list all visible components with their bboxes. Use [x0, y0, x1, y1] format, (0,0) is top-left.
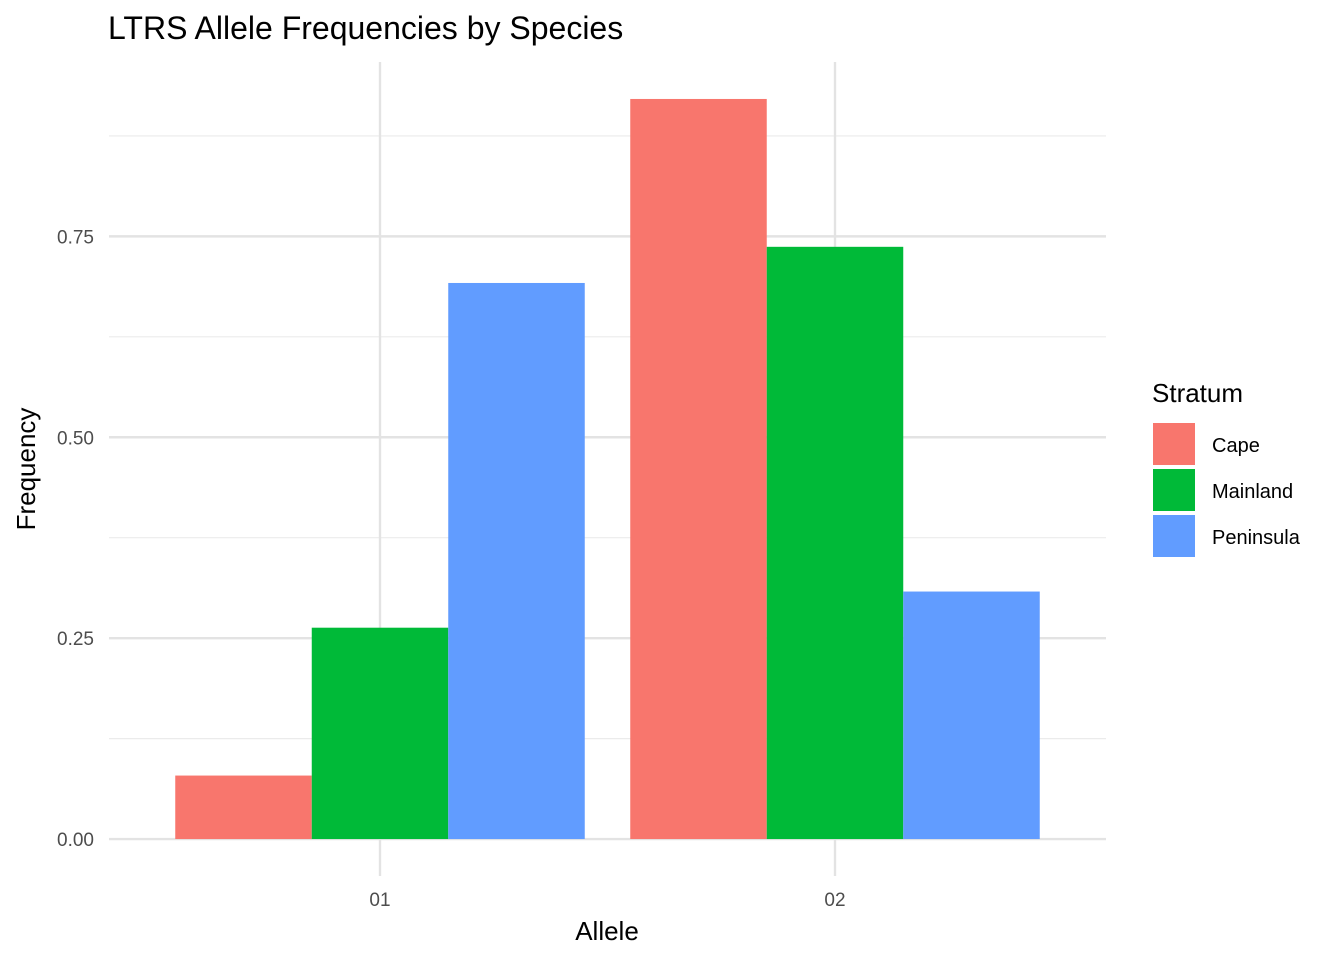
bar-mainland-01: [311, 627, 449, 840]
x-tick-label: 02: [824, 890, 845, 911]
y-axis-label: Frequency: [11, 408, 41, 531]
y-axis-ticks: 0.00 0.25 0.50 0.75: [57, 227, 94, 851]
legend-title: Stratum: [1152, 378, 1243, 408]
legend-label: Peninsula: [1212, 527, 1301, 549]
legend: Stratum Cape Mainland Peninsula: [1152, 378, 1301, 557]
y-tick-label: 0.75: [57, 227, 94, 248]
bar-mainland-02: [766, 246, 904, 840]
y-tick-label: 0.25: [57, 629, 94, 650]
bar-cape-01: [175, 775, 312, 840]
y-tick-label: 0.50: [57, 428, 94, 449]
legend-swatch-cape: [1153, 423, 1195, 465]
legend-swatch-mainland: [1153, 469, 1195, 511]
bar-cape-02: [630, 98, 767, 840]
legend-label: Cape: [1212, 435, 1260, 457]
x-axis-ticks: 01 02: [369, 890, 845, 911]
x-axis-label: Allele: [575, 916, 639, 946]
bars: [175, 98, 1040, 840]
chart-title: LTRS Allele Frequencies by Species: [108, 10, 623, 46]
legend-swatch-peninsula: [1153, 515, 1195, 557]
y-tick-label: 0.00: [57, 830, 94, 851]
bar-peninsula-01: [448, 282, 585, 840]
legend-label: Mainland: [1212, 481, 1293, 503]
bar-peninsula-02: [903, 591, 1040, 840]
x-tick-label: 01: [369, 890, 390, 911]
